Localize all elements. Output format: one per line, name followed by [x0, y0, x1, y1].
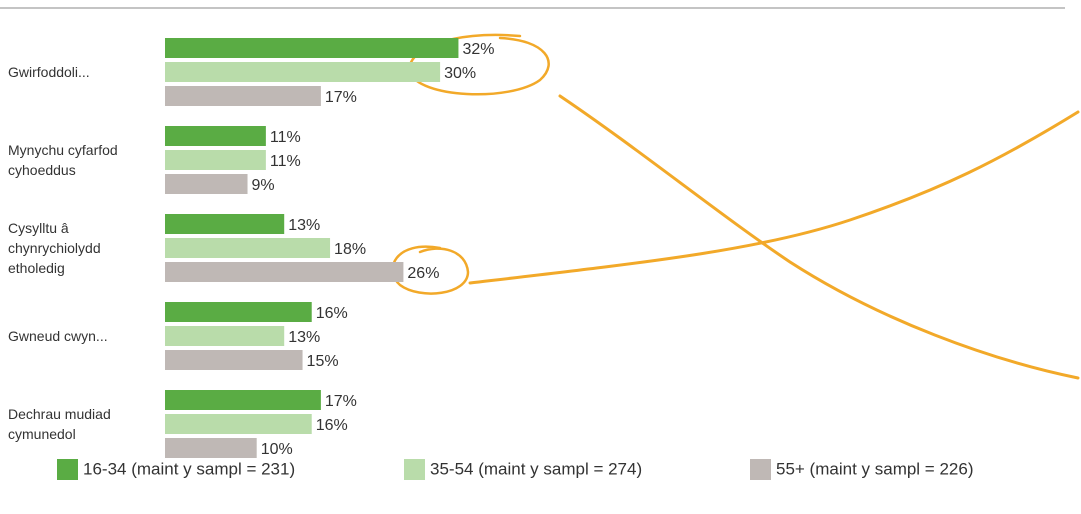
bar	[165, 38, 459, 58]
value-label: 11%	[270, 153, 301, 170]
value-label: 11%	[270, 129, 301, 146]
category-label: Mynychu cyfarfod cyhoeddus	[8, 142, 118, 178]
value-label: 17%	[325, 393, 357, 410]
bar	[165, 414, 312, 434]
legend-swatch	[57, 459, 78, 480]
bar	[165, 214, 285, 234]
category-label: Gwirfoddoli...	[8, 64, 90, 80]
highlight-ellipse	[391, 245, 470, 295]
value-label: 9%	[252, 177, 275, 194]
bar	[165, 238, 331, 258]
annotation-line	[468, 110, 1080, 285]
bar	[165, 174, 248, 194]
bar	[165, 86, 321, 106]
bar	[165, 126, 266, 146]
bar	[165, 390, 321, 410]
value-label: 13%	[288, 329, 320, 346]
annotation-line	[558, 94, 1080, 380]
value-label: 15%	[307, 353, 339, 370]
value-label: 17%	[325, 89, 357, 106]
value-label: 32%	[462, 41, 494, 58]
legend-label: 55+ (maint y sampl = 226)	[776, 459, 973, 478]
bar	[165, 326, 285, 346]
category-label: Gwneud cwyn...	[8, 328, 108, 344]
value-label: 10%	[261, 441, 293, 458]
value-label: 26%	[407, 265, 439, 282]
value-label: 13%	[288, 217, 320, 234]
legend-label: 35-54 (maint y sampl = 274)	[430, 459, 642, 478]
bar	[165, 350, 303, 370]
category-label: Cysylltu â chynrychiolydd etholedig	[8, 220, 101, 276]
bar	[165, 302, 312, 322]
category-label: Dechrau mudiad cymunedol	[8, 406, 111, 442]
legend-swatch	[404, 459, 425, 480]
value-label: 30%	[444, 65, 476, 82]
value-label: 16%	[316, 305, 348, 322]
bar	[165, 438, 257, 458]
annotation	[391, 33, 1080, 380]
value-label: 16%	[316, 417, 348, 434]
value-label: 18%	[334, 241, 366, 258]
bar	[165, 262, 404, 282]
legend-swatch	[750, 459, 771, 480]
bar	[165, 150, 266, 170]
legend-label: 16-34 (maint y sampl = 231)	[83, 459, 295, 478]
bar	[165, 62, 441, 82]
